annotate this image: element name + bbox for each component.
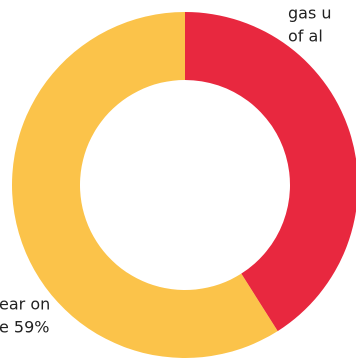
annotation: ear on	[0, 295, 50, 314]
donut-segment	[185, 12, 356, 332]
annotation: of al	[288, 27, 323, 46]
donut-segment	[11, 12, 278, 358]
annotation: e 59%	[0, 318, 50, 337]
annotation: gas u	[288, 4, 332, 23]
